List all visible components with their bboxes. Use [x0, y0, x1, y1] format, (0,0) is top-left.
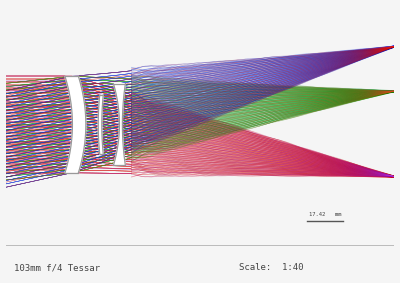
Text: Scale:  1:40: Scale: 1:40: [239, 263, 303, 273]
Text: 103mm f/4 Tessar: 103mm f/4 Tessar: [14, 263, 100, 273]
Polygon shape: [98, 95, 103, 154]
Polygon shape: [65, 76, 86, 173]
Polygon shape: [114, 84, 125, 165]
Text: 17.42   mm: 17.42 mm: [309, 212, 342, 217]
